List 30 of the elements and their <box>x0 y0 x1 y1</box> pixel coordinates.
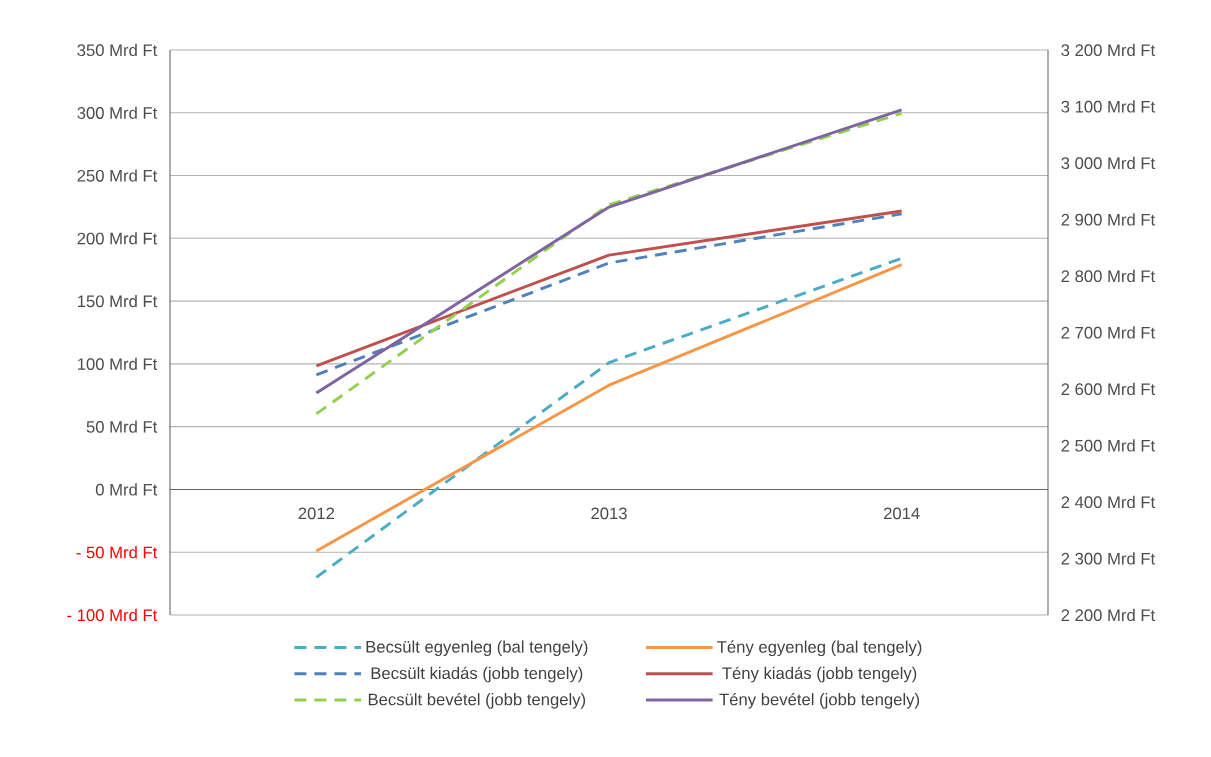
legend-label: Tény egyenleg (bal tengely) <box>717 640 922 657</box>
y2-tick-label: 2 500 Mrd Ft <box>1061 439 1156 452</box>
y2-tick-label: 2 300 Mrd Ft <box>1061 552 1156 565</box>
y2-tick-label: 2 700 Mrd Ft <box>1061 326 1156 339</box>
y-tick-label: 150 Mrd Ft <box>77 294 158 308</box>
y-tick-label: - 50 Mrd Ft <box>76 546 158 559</box>
y2-tick-label: 2 600 Mrd Ft <box>1061 382 1156 396</box>
y-tick-label: 250 Mrd Ft <box>77 169 158 182</box>
y-tick-label: 50 Mrd Ft <box>86 420 158 433</box>
y2-tick-label: 3 100 Mrd Ft <box>1061 100 1156 113</box>
legend-label: Tény kiadás (jobb tengely) <box>722 666 917 683</box>
legend-label: Tény bevétel (jobb tengely) <box>719 692 920 709</box>
y2-tick-label: 2 800 Mrd Ft <box>1061 269 1156 283</box>
legend-label: Becsült kiadás (jobb tengely) <box>371 666 583 683</box>
y2-tick-label: 2 200 Mrd Ft <box>1061 608 1156 622</box>
y-tick-label: 0 Mrd Ft <box>95 483 158 496</box>
legend-label: Becsült bevétel (jobb tengely) <box>368 692 586 709</box>
y2-tick-label: 3 200 Mrd Ft <box>1061 43 1156 57</box>
y-tick-label: 300 Mrd Ft <box>77 106 158 119</box>
x-tick-label: 2012 <box>298 507 335 520</box>
y2-tick-label: 3 000 Mrd Ft <box>1061 156 1156 170</box>
y-tick-label: 350 Mrd Ft <box>77 43 158 57</box>
y2-tick-label: 2 400 Mrd Ft <box>1061 495 1156 509</box>
legend-label: Becsült egyenleg (bal tengely) <box>366 640 588 656</box>
y2-tick-label: 2 900 Mrd Ft <box>1061 213 1156 226</box>
y-tick-label: - 100 Mrd Ft <box>67 608 158 622</box>
x-tick-label: 2013 <box>591 507 627 520</box>
x-tick-label: 2014 <box>883 507 920 520</box>
y-tick-label: 200 Mrd Ft <box>77 232 158 245</box>
y-tick-label: 100 Mrd Ft <box>77 357 158 370</box>
